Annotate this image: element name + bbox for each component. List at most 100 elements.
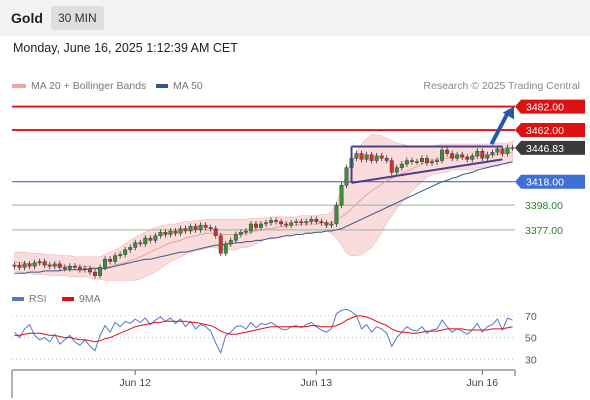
candle [475,148,480,159]
candle-body [47,264,52,267]
candle [128,244,133,253]
candle [208,224,213,232]
candle-body [500,148,505,154]
candle-body [404,160,409,165]
candle [12,262,17,270]
candle-body [168,230,173,235]
candle-body [344,167,349,186]
candle [248,221,253,234]
symbol-title: Gold [11,10,43,26]
candle-body [455,154,460,159]
candle [490,149,495,158]
candle [183,225,188,234]
candle [359,150,364,163]
candle-body [334,204,339,225]
candle-body [419,158,424,162]
level-tag-3418.00 [515,174,585,189]
candle-body [128,247,133,250]
candle [450,150,455,162]
candle-body [440,149,445,161]
candle [178,225,183,237]
candle-body [42,261,47,266]
candle [274,217,279,225]
candle-body [248,223,253,232]
candle-body [173,230,178,234]
level-text-3377.00: 3377.00 [525,225,563,237]
candle-body [238,231,243,235]
candle-body [163,231,168,235]
candle-body [369,154,374,161]
candle [510,144,515,151]
candle-body [289,222,294,226]
candle-body [269,220,274,223]
rsi-series-9MA [14,315,513,343]
candle-body [218,235,223,254]
candle-body [148,237,153,241]
candle [22,260,27,271]
candle [440,147,445,164]
candle-body [465,156,470,160]
legend-ma50-label: MA 50 [173,80,203,92]
candle-body [319,221,324,223]
candle-body [490,152,495,155]
level-tag-3462.00 [515,123,585,138]
candle [435,157,439,165]
candle-body [82,268,87,270]
candle [32,259,37,270]
candle-body [27,263,32,267]
candle [419,155,424,165]
candle-body [339,185,344,206]
timestamp: Monday, June 16, 2025 1:12:39 AM CET [13,41,238,55]
candle-body [228,240,233,245]
candle [344,164,349,189]
candle [163,229,168,238]
candle [218,232,223,257]
candle [334,202,339,227]
candle-body [143,237,148,245]
candle [284,221,289,229]
candle-body [384,158,389,161]
candle-body [359,153,364,160]
candle-body [259,223,263,228]
candle-body [450,153,455,159]
candle-body [233,234,238,241]
candle-body [294,221,299,223]
candle [389,157,394,176]
candle [264,219,268,227]
candle-body [103,258,108,268]
candle-body [299,221,304,223]
candle-body [37,261,42,263]
candle [314,216,319,225]
ma50-line [14,161,513,274]
candle-body [304,221,309,223]
candle [133,239,138,251]
level-text-3462.00: 3462.00 [526,125,564,137]
candle [465,154,470,163]
candle [118,251,123,259]
candle-body [183,228,188,232]
candle [269,217,274,226]
candle-body [98,267,102,276]
candle-body [178,228,183,234]
candle-body [203,224,208,228]
candle [233,231,238,244]
candle-body [374,155,379,161]
candle-body [430,161,434,164]
timeframe-button[interactable]: 30 MIN [51,6,104,30]
candle-body [67,266,72,269]
legend-rsi: RSI [12,293,47,305]
candle-body [409,160,414,162]
candle-body [138,242,143,245]
candle [369,151,374,164]
candle [198,222,203,233]
legend-ma20: MA 20 + Bollinger Bands [12,80,146,92]
candle [480,148,485,162]
level-tag-3446.83 [515,140,585,155]
candle-body [123,249,128,255]
candle-body [510,147,515,149]
candle [173,228,178,237]
candle-body [284,223,289,226]
candle [394,164,399,176]
candle-body [22,263,27,268]
candle-body [32,262,37,267]
